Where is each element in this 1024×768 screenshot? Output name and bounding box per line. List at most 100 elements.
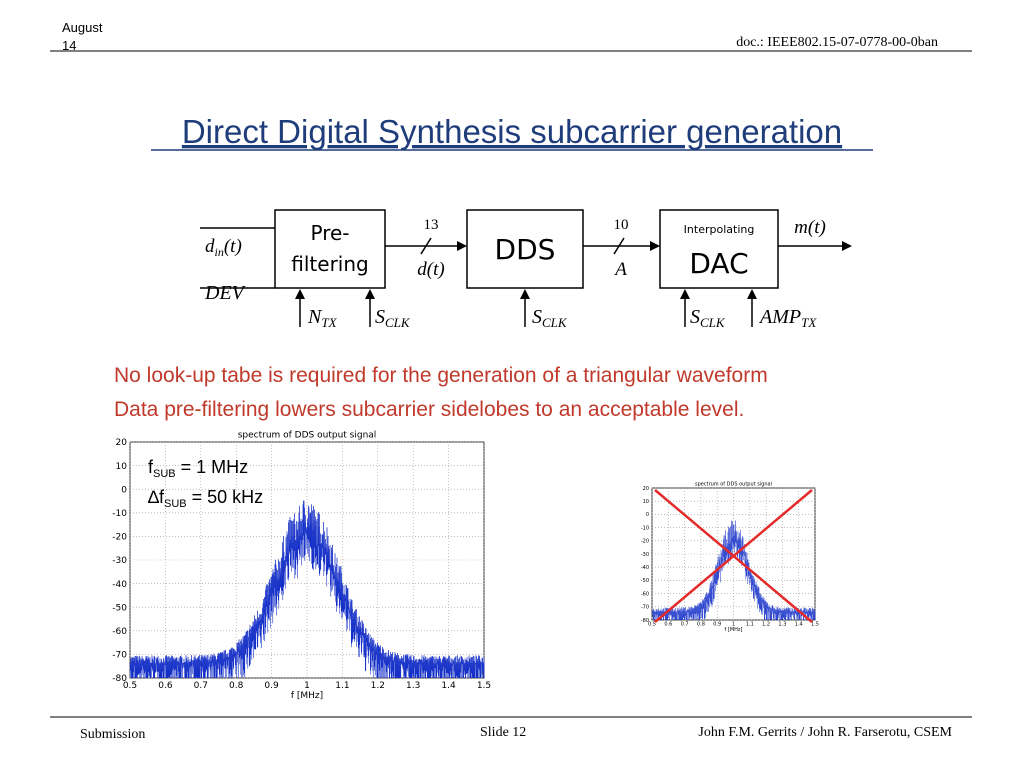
x-tick-label: 1.2 xyxy=(762,622,770,628)
sub: SUB xyxy=(153,468,176,480)
y-tick-label: 10 xyxy=(643,499,649,505)
footer-right: John F.M. Gerrits / John R. Farserotu, C… xyxy=(698,725,952,740)
x-tick-label: 1.5 xyxy=(811,622,819,628)
cross-out xyxy=(654,489,813,623)
sym: AMP xyxy=(758,306,801,328)
y-tick-label: -60 xyxy=(112,627,127,637)
y-tick-label: 20 xyxy=(116,438,128,448)
y-tick-label: -20 xyxy=(641,539,649,545)
x-tick-label: 0.8 xyxy=(697,622,705,628)
bus-label: d(t) xyxy=(417,259,444,280)
control-labels: NTX SCLK SCLK SCLK AMPTX xyxy=(307,306,817,330)
y-tick-label: -50 xyxy=(641,578,649,584)
block-label: Pre- xyxy=(310,221,349,245)
y-tick-label: -70 xyxy=(112,651,127,661)
signal-label: din(t) xyxy=(205,236,242,259)
x-axis-label: f [MHz] xyxy=(725,627,743,633)
control-label: SCLK xyxy=(532,306,568,330)
sub: TX xyxy=(321,315,337,330)
signal-label: DEV xyxy=(204,282,247,304)
plot-title: spectrum of DDS output signal xyxy=(238,431,377,441)
y-tick-label: -10 xyxy=(112,509,127,519)
control-label: AMPTX xyxy=(758,306,817,330)
y-tick-label: -30 xyxy=(112,556,127,566)
control-label: SCLK xyxy=(375,306,411,330)
x-tick-label: 1.4 xyxy=(441,681,456,691)
trace xyxy=(129,500,485,679)
x-tick-label: 0.5 xyxy=(648,622,656,628)
x-tick-label: 0.5 xyxy=(123,681,137,691)
output-label: m(t) xyxy=(794,217,826,238)
y-tick-label: -10 xyxy=(641,525,649,531)
y-tick-label: -80 xyxy=(641,618,649,624)
block xyxy=(659,209,779,289)
doc-id: doc.: IEEE802.15-07-0778-00-0ban xyxy=(736,35,938,50)
sub: TX xyxy=(801,315,817,330)
y-tick-label: -50 xyxy=(112,603,127,613)
x-tick-label: 1.5 xyxy=(477,681,491,691)
sym: S xyxy=(532,306,542,328)
x-tick-label: 1.3 xyxy=(406,681,420,691)
sym: d xyxy=(205,236,215,257)
bullet: No look-up tabe is required for the gene… xyxy=(114,364,768,387)
footer-center: Slide 12 xyxy=(480,725,526,740)
spectrum-main: spectrum of DDS output signal 0.5 0.6 0.7 0.… xyxy=(106,427,492,701)
plot-title: spectrum of DDS output signal xyxy=(695,482,772,488)
sym: ∆f xyxy=(148,487,165,507)
x-tick-label: 0.6 xyxy=(158,681,173,691)
sym: S xyxy=(690,306,700,328)
footer-left: Submission xyxy=(80,727,145,742)
sym: f xyxy=(148,457,154,477)
block xyxy=(274,209,386,289)
sub: CLK xyxy=(542,315,568,330)
y-tick-label: -80 xyxy=(112,674,127,684)
x-tick-label: 1.2 xyxy=(371,681,385,691)
y-tick-label: -40 xyxy=(641,565,649,571)
sym: (t) xyxy=(224,236,242,257)
arrowheads xyxy=(295,241,852,299)
control-label: NTX xyxy=(307,306,338,330)
diagram-shapes xyxy=(200,209,842,327)
y-tick-label: 20 xyxy=(643,486,649,492)
x-tick-label: 0.8 xyxy=(229,681,244,691)
sub: CLK xyxy=(700,315,726,330)
sym: N xyxy=(307,306,323,328)
annotation: ∆fSUB = 50 kHz xyxy=(148,487,263,510)
date: 14 xyxy=(62,38,76,53)
sub: SUB xyxy=(164,498,187,510)
x-tick-label: 0.9 xyxy=(264,681,279,691)
x-tick-label: 1.1 xyxy=(335,681,349,691)
y-tick-label: 0 xyxy=(646,512,649,518)
y-tick-label: -40 xyxy=(112,580,127,590)
block-label: DAC xyxy=(689,247,748,280)
y-tick-label: 10 xyxy=(116,462,128,472)
block xyxy=(466,209,584,289)
block-label: Interpolating xyxy=(684,223,755,236)
sym: S xyxy=(375,306,385,328)
sym: = 50 kHz xyxy=(187,487,264,507)
x-tick-label: 0.6 xyxy=(664,622,672,628)
bus-width: 13 xyxy=(424,217,439,233)
annotation: fSUB = 1 MHz xyxy=(148,457,248,480)
block-label: DDS xyxy=(495,233,556,266)
sym: = 1 MHz xyxy=(176,457,249,477)
x-tick-label: 1.4 xyxy=(795,622,803,628)
block-label: filtering xyxy=(291,252,368,276)
bus-width: 10 xyxy=(614,217,629,233)
y-tick-label: -70 xyxy=(641,605,649,611)
sub: CLK xyxy=(385,315,411,330)
bullet: Data pre-filtering lowers subcarrier sid… xyxy=(114,398,744,421)
control-label: SCLK xyxy=(690,306,726,330)
x-tick-label: 0.9 xyxy=(713,622,721,628)
trace xyxy=(651,520,816,621)
x-axis-label: f [MHz] xyxy=(291,691,323,701)
x-tick-label: 1.3 xyxy=(778,622,786,628)
x-tick-label: 1 xyxy=(732,622,735,628)
slide-title: Direct Digital Synthesis subcarrier gene… xyxy=(182,113,842,150)
y-tick-label: -30 xyxy=(641,552,649,558)
x-tick-label: 0.7 xyxy=(194,681,208,691)
y-tick-label: -60 xyxy=(641,591,649,597)
date: August xyxy=(62,20,103,35)
